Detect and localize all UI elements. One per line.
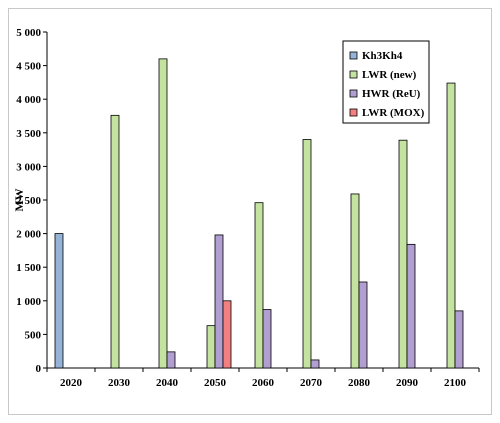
y-tick-label: 1 500 xyxy=(16,262,41,274)
y-tick-label: 4 500 xyxy=(16,61,41,73)
y-tick-label: 0 xyxy=(36,363,42,375)
bar xyxy=(262,309,272,369)
legend-label: LWR (MOX) xyxy=(362,107,425,119)
legend: Kh3Kh4 LWR (new) HWR (ReU) LWR (MOX) xyxy=(342,40,430,124)
x-tick-label: 2030 xyxy=(108,377,131,389)
y-tick-label: 1 000 xyxy=(16,296,41,308)
y-tick-label: 4 000 xyxy=(16,94,41,106)
y-tick-label: 2 500 xyxy=(16,195,41,207)
bar xyxy=(454,310,464,369)
bar xyxy=(406,243,416,369)
x-axis-ticks: 2020 2030 2040 2050 2060 2070 2080 2090 2100 xyxy=(46,368,480,389)
legend-label: HWR (ReU) xyxy=(362,88,421,100)
x-tick-label: 2060 xyxy=(252,377,275,389)
bars xyxy=(54,58,464,369)
y-tick-label: 500 xyxy=(25,329,42,341)
bar xyxy=(222,300,232,369)
bar xyxy=(302,139,312,369)
x-tick-label: 2020 xyxy=(60,377,83,389)
bar xyxy=(54,233,64,369)
y-tick-label: 2 000 xyxy=(16,229,41,241)
legend-label: Kh3Kh4 xyxy=(362,50,403,62)
y-tick-label: 5 000 xyxy=(16,27,41,39)
bar xyxy=(398,139,408,369)
x-tick-label: 2090 xyxy=(396,377,419,389)
legend-swatch xyxy=(349,70,358,79)
bar xyxy=(310,359,320,369)
bar xyxy=(166,351,176,369)
x-tick-label: 2100 xyxy=(444,377,467,389)
y-axis-label: MW xyxy=(12,188,26,211)
legend-swatch xyxy=(349,108,358,117)
y-tick-label: 3 500 xyxy=(16,128,41,140)
bar xyxy=(214,234,224,369)
x-tick-label: 2050 xyxy=(204,377,227,389)
legend-swatch xyxy=(349,89,358,98)
bar xyxy=(254,202,264,369)
y-axis-ticks: 0 500 1 000 1 500 2 000 2 500 3 000 3 500 4 000 4… xyxy=(16,27,47,375)
x-tick-label: 2080 xyxy=(348,377,371,389)
bar xyxy=(350,193,360,369)
bar-chart: 0 500 1 000 1 500 2 000 2 500 3 000 3 500 4 000 4… xyxy=(12,27,480,389)
bar xyxy=(446,82,456,369)
x-tick-label: 2040 xyxy=(156,377,179,389)
bar xyxy=(158,58,168,369)
y-tick-label: 3 000 xyxy=(16,161,41,173)
bar xyxy=(110,114,120,369)
legend-swatch xyxy=(349,51,358,60)
chart-frame: 0 500 1 000 1 500 2 000 2 500 3 000 3 500 4 000 4… xyxy=(8,8,492,415)
x-tick-label: 2070 xyxy=(300,377,323,389)
bar xyxy=(358,281,368,369)
legend-label: LWR (new) xyxy=(362,69,417,81)
bar xyxy=(206,325,216,369)
